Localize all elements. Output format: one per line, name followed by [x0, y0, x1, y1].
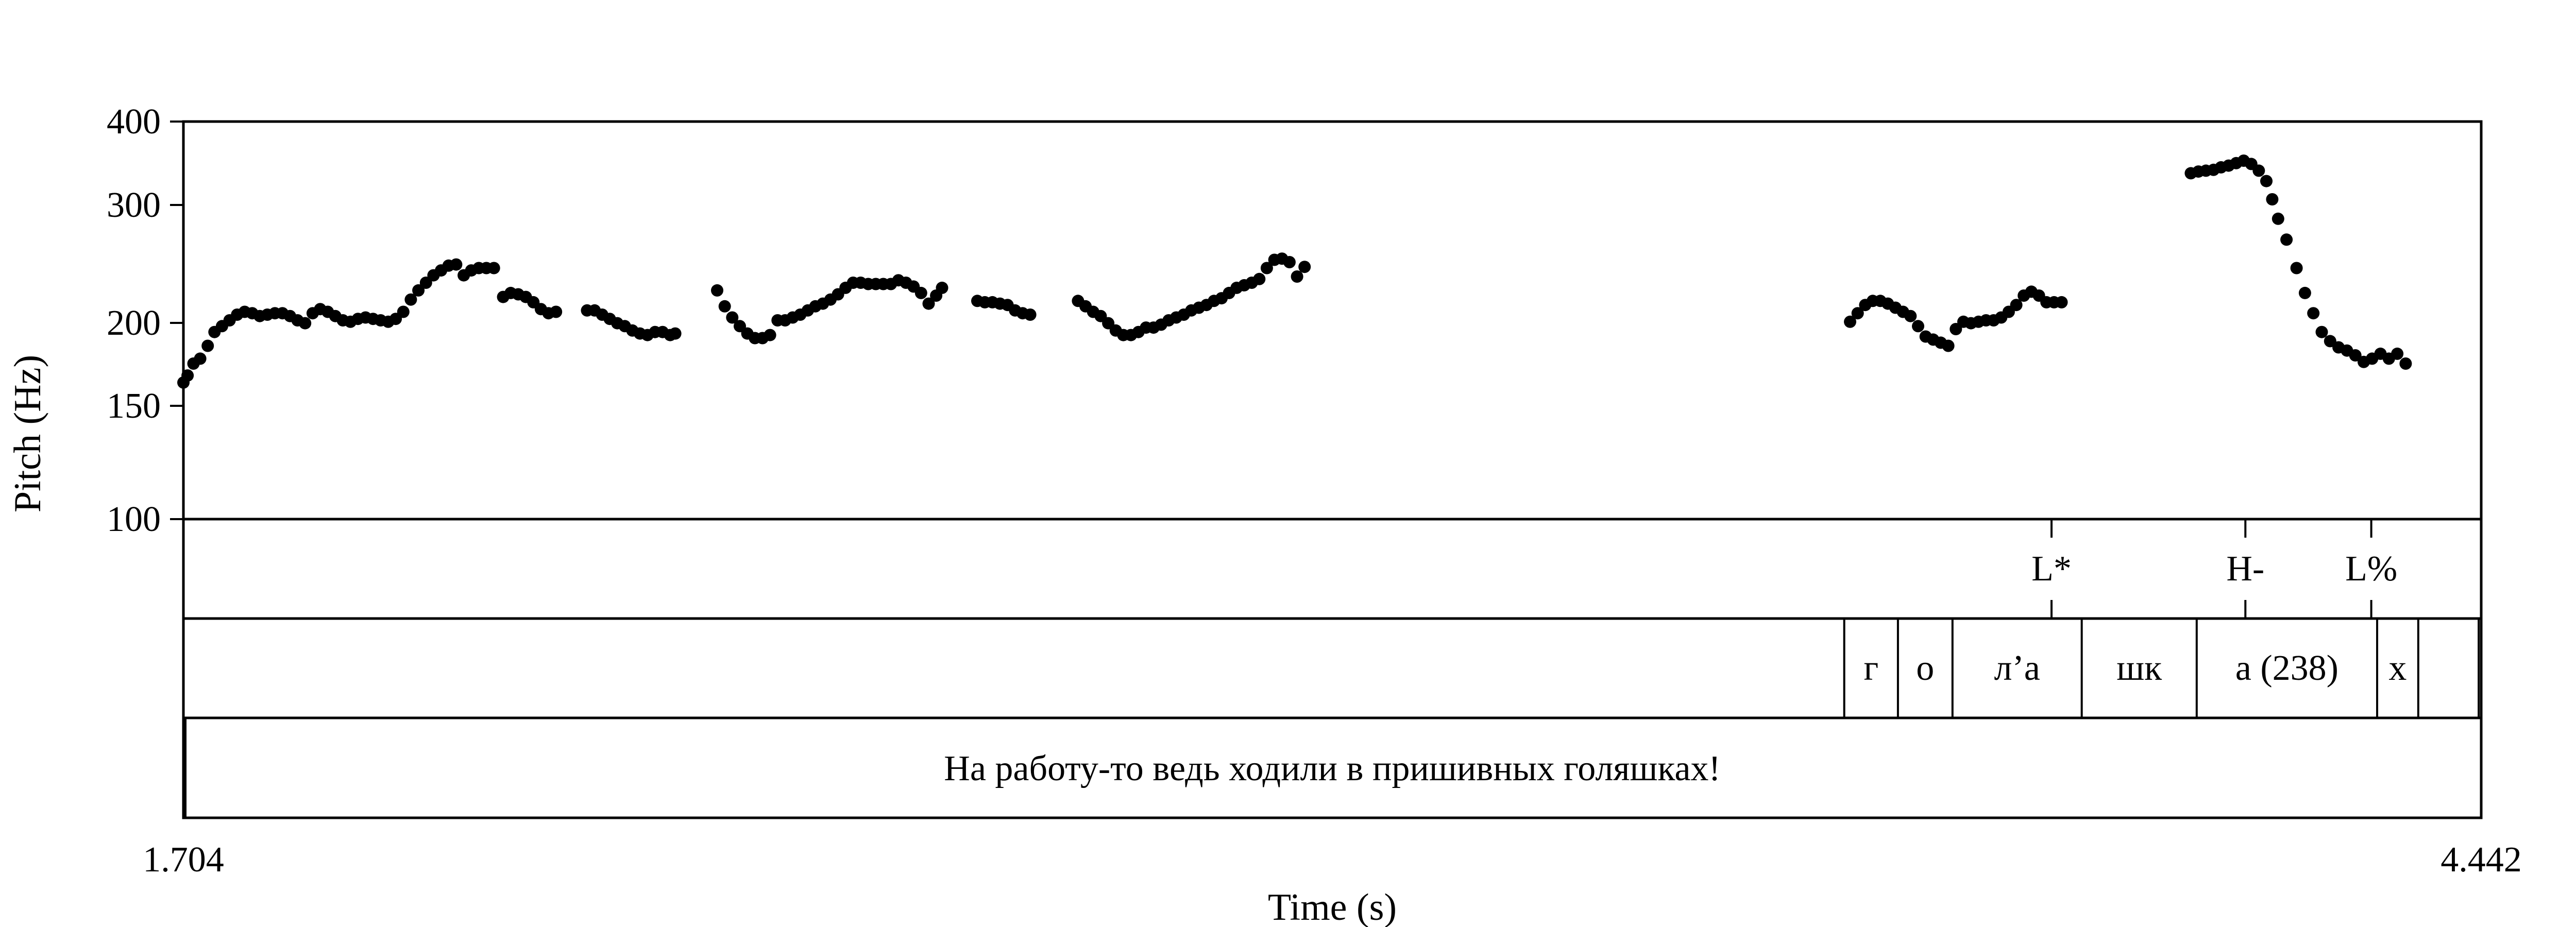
pitch-point: [764, 329, 776, 341]
tone-labels: L* H- L%: [2031, 519, 2397, 619]
segment-labels: г о л’а шк а (238) х: [1843, 619, 2480, 718]
y-axis-label: Pitch (Hz): [7, 355, 49, 512]
y-tick-400: 400: [107, 102, 161, 142]
pitch-point: [2055, 296, 2068, 308]
pitch-point: [2349, 349, 2362, 362]
segment-label: шк: [2116, 648, 2162, 688]
y-tick-labels: 400 300 200 150 100: [107, 102, 161, 539]
pitch-point: [1298, 261, 1311, 273]
pitch-point: [2298, 286, 2311, 299]
y-tick-200: 200: [107, 303, 161, 343]
pitch-point: [1912, 320, 1924, 333]
y-tick-marks: [170, 121, 183, 520]
pitch-point: [2260, 175, 2273, 187]
pitch-point: [2010, 299, 2023, 312]
pitch-point: [1253, 272, 1266, 285]
pitch-point: [726, 311, 739, 324]
pitch-point: [1291, 270, 1303, 283]
pitch-point: [194, 352, 207, 365]
pitch-point: [487, 262, 500, 274]
x-axis-label: Time (s): [1268, 886, 1397, 927]
segment-label: х: [2388, 648, 2406, 688]
pitch-point: [201, 339, 214, 352]
pitch-point: [2280, 233, 2293, 246]
pitch-point: [412, 284, 425, 297]
pitch-point: [2290, 262, 2303, 274]
pitch-point: [397, 305, 410, 318]
pitch-point: [669, 327, 682, 340]
pitch-point: [711, 284, 723, 297]
segment-label: а (238): [2235, 648, 2338, 688]
y-tick-100: 100: [107, 500, 161, 539]
pitch-point: [181, 369, 194, 382]
pitch-point: [2307, 307, 2320, 320]
pitch-point: [550, 305, 563, 318]
segment-label: г: [1863, 648, 1878, 688]
tone-label: L*: [2031, 549, 2072, 589]
pitch-point: [914, 286, 927, 299]
sentence-text: На работу-то ведь ходили в пришивных гол…: [944, 749, 1720, 788]
plot-frame: [182, 120, 2483, 521]
segment-label: о: [1916, 648, 1934, 688]
tone-label: L%: [2345, 549, 2397, 589]
x-tick-start: 1.704: [143, 840, 224, 880]
pitch-point: [2399, 357, 2412, 370]
tone-tier: [182, 518, 2483, 620]
pitch-point: [2391, 347, 2404, 360]
pitch-point: [2272, 212, 2284, 225]
pitch-point: [922, 297, 935, 310]
pitch-point: [404, 293, 417, 306]
pitch-point: [936, 281, 948, 294]
tone-label: H-: [2226, 549, 2264, 589]
pitch-point: [1260, 262, 1273, 274]
pitch-point: [450, 258, 463, 271]
pitch-point: [1024, 308, 1037, 321]
pitch-point: [2315, 325, 2328, 338]
pitch-point: [1283, 256, 1296, 268]
pitch-points: [177, 154, 2412, 389]
pitch-point: [419, 277, 432, 289]
pitch-point: [718, 300, 731, 313]
pitch-point: [1851, 307, 1864, 320]
pitch-point: [1904, 310, 1917, 322]
segment-label: л’а: [1994, 648, 2040, 688]
y-tick-150: 150: [107, 386, 161, 426]
y-tick-300: 300: [107, 185, 161, 225]
x-tick-end: 4.442: [2441, 840, 2522, 880]
pitch-point: [1844, 315, 1856, 328]
pitch-point: [2252, 164, 2265, 177]
pitch-point: [2266, 193, 2279, 205]
pitch-point: [1942, 339, 1955, 352]
pitch-point: [299, 317, 312, 330]
